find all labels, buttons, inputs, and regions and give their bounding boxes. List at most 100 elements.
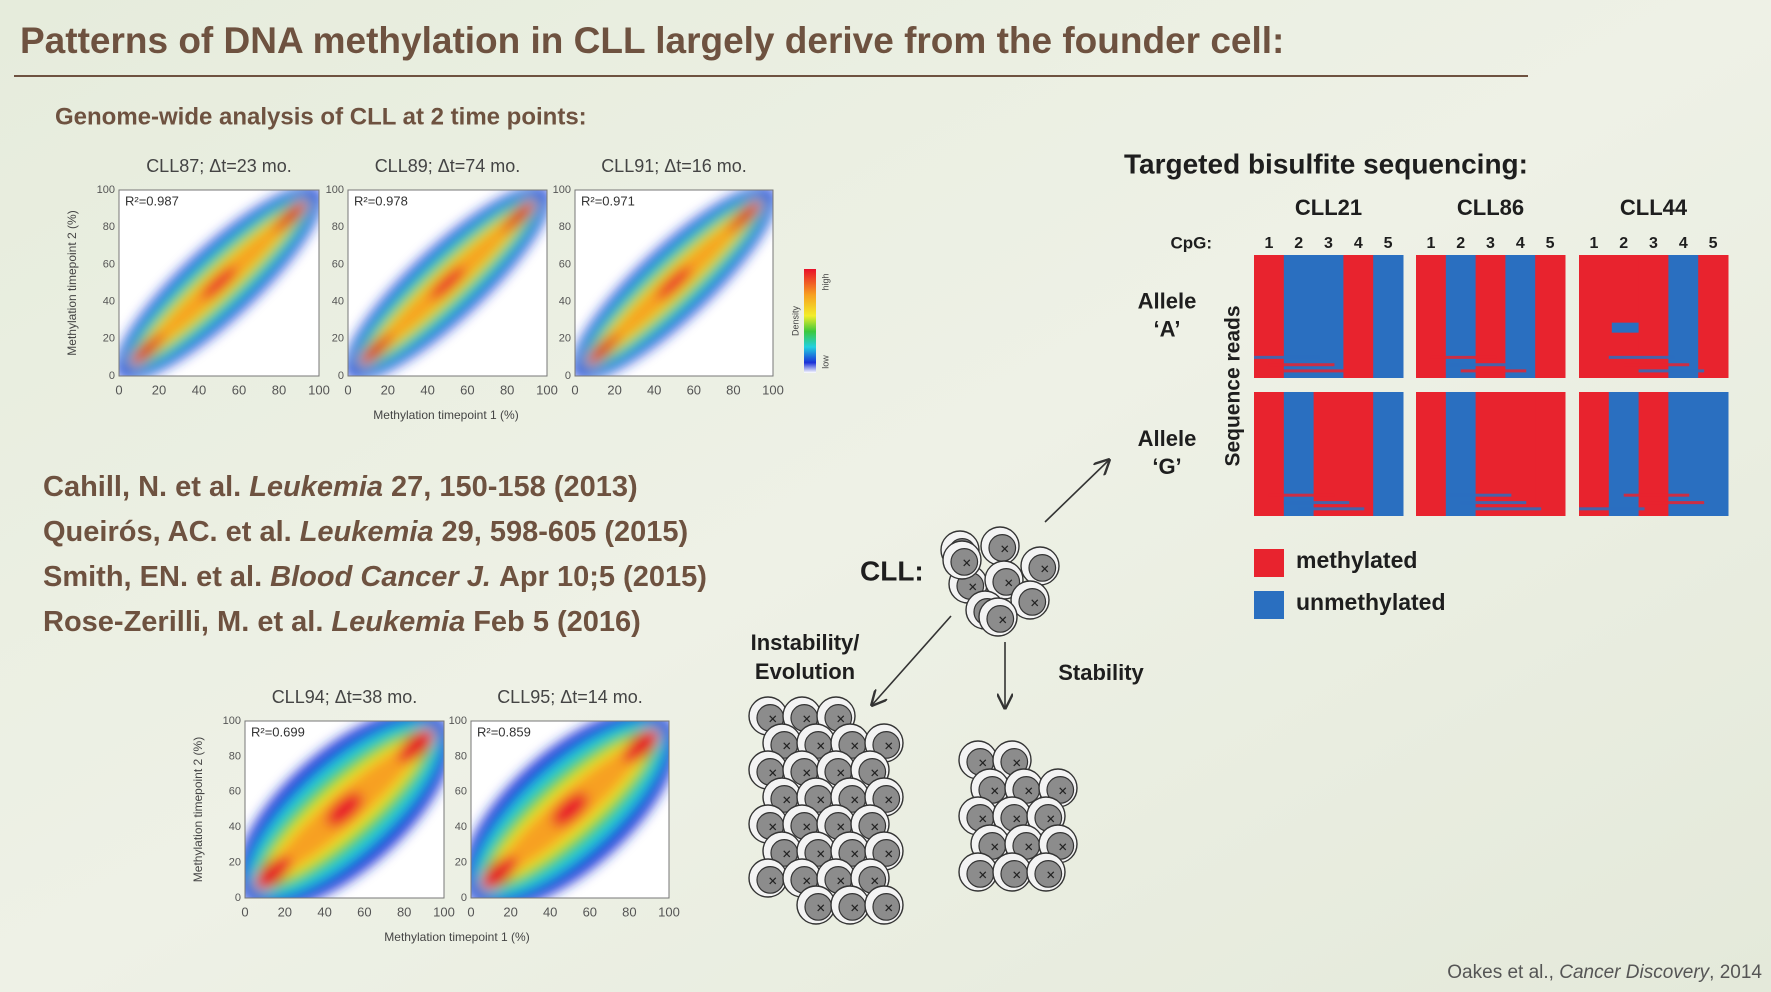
citation-authors: Smith, EN. et al. <box>43 561 262 593</box>
density-blur <box>119 190 319 376</box>
y-tick-label: 60 <box>103 258 115 270</box>
x-tick-label: 0 <box>467 904 474 919</box>
cell <box>1026 852 1066 892</box>
cpg-number: 2 <box>1456 235 1465 252</box>
x-tick-label: 0 <box>344 382 351 397</box>
cell-mark <box>1013 815 1021 823</box>
cell-mark <box>1013 871 1021 879</box>
density-peak <box>727 199 763 233</box>
cpg-number: 5 <box>1709 235 1718 252</box>
cell-mark <box>1047 871 1055 879</box>
arrow <box>1044 460 1109 523</box>
citations: Cahill, N. et al. Leukemia 27, 150-158 (20… <box>43 471 707 638</box>
cpg-number: 3 <box>1324 235 1333 252</box>
cell-mark <box>803 769 811 777</box>
cpg-number: 4 <box>1354 235 1363 252</box>
arrow <box>872 615 952 705</box>
heatmap-stripe <box>1623 363 1690 367</box>
cell-mark <box>885 904 893 912</box>
cpg-number: 1 <box>1589 235 1598 252</box>
colorbar-low: low <box>820 355 830 369</box>
x-tick-label: 0 <box>241 904 248 919</box>
cell-nucleus <box>992 568 1021 596</box>
y-tick-label: 80 <box>332 221 344 233</box>
y-tick-label: 20 <box>332 333 344 345</box>
cell-mark <box>837 823 845 831</box>
citation-authors: Queirós, AC. et al. <box>43 516 292 548</box>
r-squared: R²=0.699 <box>251 724 305 739</box>
cell <box>864 885 904 925</box>
x-tick-label: 60 <box>232 382 246 397</box>
cell <box>748 858 788 898</box>
heatmap-stripe <box>1623 493 1690 497</box>
heatmap-stripe <box>1638 369 1705 373</box>
heatmap-column <box>1608 255 1640 378</box>
cell <box>830 831 870 871</box>
section-heading: Genome-wide analysis of CLL at 2 time po… <box>55 103 587 130</box>
cell-mark <box>817 742 825 750</box>
cell-mark <box>783 742 791 750</box>
citation-details: 29, 598-605 (2015) <box>442 516 689 548</box>
plot-title: CLL91; Δt=16 mo. <box>601 156 747 176</box>
cell-mark <box>979 759 987 767</box>
cell-nucleus <box>1028 554 1057 582</box>
x-tick-label: 20 <box>503 904 517 919</box>
heatmap-stripe <box>1298 507 1365 511</box>
density-blur <box>575 190 773 376</box>
heatmap-column <box>1373 392 1404 516</box>
heatmap-column <box>1313 255 1344 378</box>
cpg-number: 5 <box>1546 235 1555 252</box>
density-peak <box>326 792 363 827</box>
heatmap-column <box>1638 392 1669 516</box>
cell-mark <box>1041 565 1049 573</box>
cpg-label: CpG: <box>1170 233 1212 252</box>
allele-name: ‘G’ <box>1152 454 1181 479</box>
r-squared: R²=0.971 <box>581 193 635 208</box>
heatmap-stripe <box>1283 501 1350 505</box>
cell-mark <box>963 559 971 567</box>
cpg-number: 1 <box>1426 235 1435 252</box>
density-peak <box>273 199 309 233</box>
heatmap-stripe <box>1430 355 1497 359</box>
citation-details: Apr 10;5 (2015) <box>499 561 707 593</box>
cell-nucleus <box>1000 860 1029 888</box>
x-tick-label: 20 <box>278 904 292 919</box>
y-tick-label: 20 <box>103 333 115 345</box>
cell-mark <box>871 823 879 831</box>
cell-nucleus <box>950 548 979 576</box>
heatmap-column <box>1254 255 1285 378</box>
cell <box>942 540 982 580</box>
density-legend: Density high low <box>790 269 830 373</box>
x-tick-label: 0 <box>115 382 122 397</box>
cell-nucleus <box>986 605 1015 633</box>
plot-title: CLL95; Δt=14 mo. <box>497 687 643 707</box>
heatmap-column <box>1698 392 1729 516</box>
allele-label: Allele <box>1138 288 1197 313</box>
cell-mark <box>1001 545 1009 553</box>
cpg-number: 5 <box>1384 235 1393 252</box>
citation: Queirós, AC. et al. Leukemia 29, 598-605 (… <box>43 516 688 548</box>
cell-mark <box>837 877 845 885</box>
density <box>471 721 669 898</box>
citation-authors: Rose-Zerilli, M. et al. <box>43 606 323 638</box>
x-tick-label: 100 <box>762 382 784 397</box>
cell <box>830 885 870 925</box>
cell-mark <box>769 769 777 777</box>
heatmap-column <box>1445 255 1477 378</box>
citation-authors: Cahill, N. et al. <box>43 471 241 503</box>
citation: Rose-Zerilli, M. et al. Leukemia Feb 5 (20… <box>43 606 641 638</box>
y-tick-label: 80 <box>229 750 241 762</box>
x-tick-label: 40 <box>420 382 434 397</box>
heatmap-column <box>1283 392 1315 516</box>
plot-frame <box>574 189 774 377</box>
y-tick-label: 20 <box>229 857 241 869</box>
x-tick-label: 80 <box>500 382 514 397</box>
y-axis-label: Methylation timepoint 2 (%) <box>191 737 205 882</box>
slide-title: Patterns of DNA methylation in CLL large… <box>20 20 1284 61</box>
heatmap-stripe <box>1283 369 1350 373</box>
cell-mark <box>851 850 859 858</box>
density-peak <box>551 792 589 827</box>
r-squared: R²=0.978 <box>354 193 408 208</box>
x-tick-label: 100 <box>433 904 455 919</box>
